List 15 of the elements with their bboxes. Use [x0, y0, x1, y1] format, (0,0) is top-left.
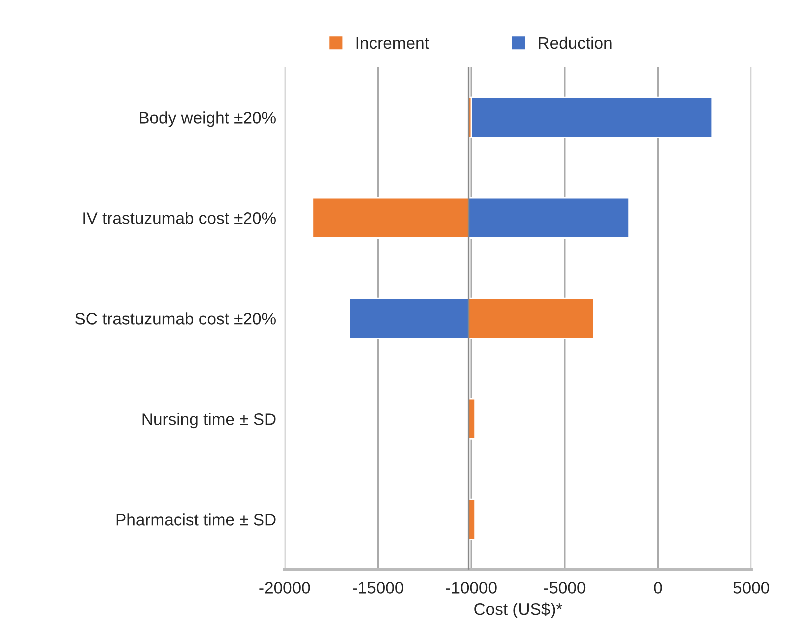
- y-tick-label: IV trastuzumab cost ±20%: [84, 212, 276, 224]
- y-tick-label: SC trastuzumab cost ±20%: [76, 312, 276, 325]
- x-tick-label: -5000: [544, 582, 586, 594]
- x-tick-label: 5000: [734, 582, 770, 594]
- y-tick-label: Nursing time ± SD: [142, 413, 276, 429]
- y-tick-label: Pharmacist time ± SD: [116, 514, 276, 526]
- x-tick-label: 0: [654, 582, 662, 594]
- x-axis-title: Cost (US$)*: [474, 602, 562, 619]
- x-tick-label: -15000: [353, 582, 404, 594]
- x-tick-label: -10000: [446, 582, 497, 594]
- legend-label: Increment: [356, 37, 430, 50]
- y-tick-label: Body weight ±20%: [140, 112, 276, 128]
- legend-label: Reduction: [539, 36, 612, 50]
- bar: [470, 96, 714, 138]
- x-tick-label: -20000: [260, 582, 310, 594]
